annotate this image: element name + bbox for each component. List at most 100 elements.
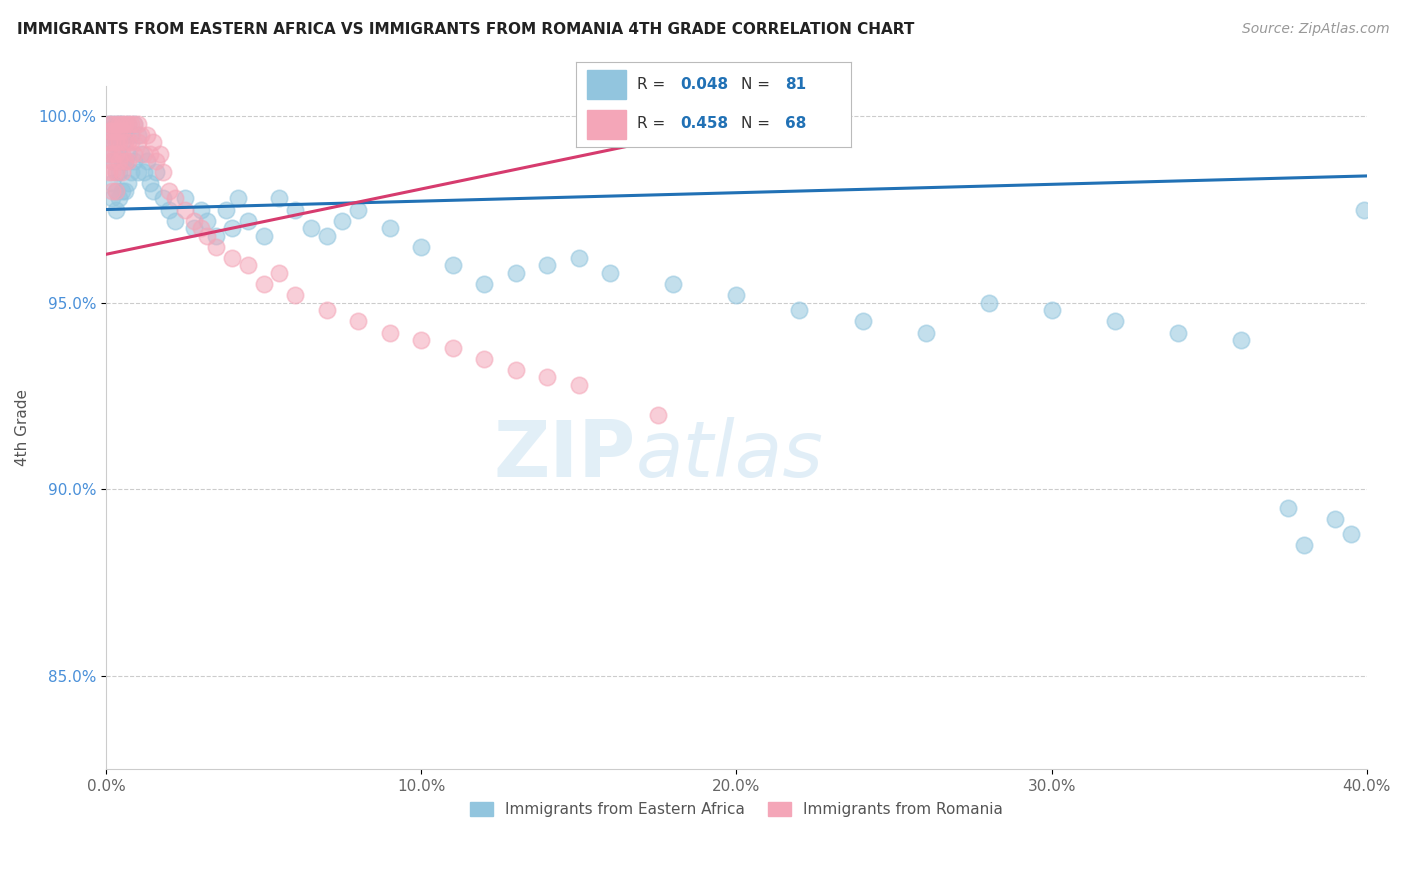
- Point: [124, 117, 146, 131]
- Point: [1324, 512, 1347, 526]
- Text: IMMIGRANTS FROM EASTERN AFRICA VS IMMIGRANTS FROM ROMANIA 4TH GRADE CORRELATION : IMMIGRANTS FROM EASTERN AFRICA VS IMMIGR…: [17, 22, 914, 37]
- Point: [129, 146, 152, 161]
- Point: [1104, 314, 1126, 328]
- Point: [536, 370, 558, 384]
- Point: [215, 202, 238, 217]
- Point: [104, 184, 127, 198]
- Point: [1340, 527, 1362, 541]
- Text: R =: R =: [637, 77, 669, 92]
- Point: [127, 136, 149, 150]
- Point: [1040, 303, 1063, 318]
- Point: [347, 314, 370, 328]
- Point: [851, 314, 873, 328]
- Point: [104, 202, 127, 217]
- Point: [111, 184, 134, 198]
- Point: [120, 117, 142, 131]
- Point: [195, 228, 218, 243]
- Point: [1292, 538, 1315, 552]
- Point: [98, 124, 121, 138]
- Text: 68: 68: [785, 116, 806, 130]
- Point: [139, 177, 162, 191]
- Point: [117, 117, 139, 131]
- Point: [505, 363, 527, 377]
- Point: [136, 128, 159, 142]
- Point: [299, 221, 322, 235]
- Point: [411, 333, 433, 347]
- Text: N =: N =: [741, 77, 775, 92]
- Point: [101, 117, 124, 131]
- Point: [107, 136, 129, 150]
- Point: [173, 202, 195, 217]
- Point: [120, 165, 142, 179]
- Point: [378, 221, 401, 235]
- Point: [221, 221, 243, 235]
- Point: [132, 146, 155, 161]
- Point: [647, 408, 669, 422]
- Point: [725, 288, 748, 302]
- Point: [101, 177, 124, 191]
- Point: [136, 153, 159, 168]
- Point: [98, 136, 121, 150]
- Text: 0.458: 0.458: [681, 116, 728, 130]
- Point: [315, 303, 337, 318]
- Point: [536, 259, 558, 273]
- Point: [104, 136, 127, 150]
- Point: [568, 251, 591, 265]
- Point: [104, 117, 127, 131]
- Point: [127, 165, 149, 179]
- Point: [117, 146, 139, 161]
- Point: [284, 288, 307, 302]
- Point: [111, 153, 134, 168]
- Point: [120, 136, 142, 150]
- Point: [1167, 326, 1189, 340]
- Point: [127, 117, 149, 131]
- Point: [145, 153, 167, 168]
- Point: [120, 128, 142, 142]
- Point: [139, 146, 162, 161]
- Text: N =: N =: [741, 116, 775, 130]
- Point: [568, 378, 591, 392]
- Point: [183, 213, 205, 227]
- Point: [205, 228, 228, 243]
- Point: [104, 117, 127, 131]
- Point: [173, 191, 195, 205]
- Point: [107, 117, 129, 131]
- Point: [253, 277, 276, 292]
- Point: [111, 117, 134, 131]
- Point: [505, 266, 527, 280]
- Point: [1353, 202, 1375, 217]
- Point: [114, 117, 136, 131]
- Point: [228, 191, 250, 205]
- Point: [101, 124, 124, 138]
- Point: [1277, 501, 1299, 516]
- Point: [107, 117, 129, 131]
- Point: [129, 128, 152, 142]
- Point: [114, 153, 136, 168]
- Point: [104, 136, 127, 150]
- Point: [124, 117, 146, 131]
- Point: [977, 295, 1000, 310]
- Text: 81: 81: [785, 77, 806, 92]
- Point: [378, 326, 401, 340]
- Point: [104, 184, 127, 198]
- Point: [98, 117, 121, 131]
- Point: [1229, 333, 1251, 347]
- Y-axis label: 4th Grade: 4th Grade: [15, 389, 30, 467]
- Point: [114, 153, 136, 168]
- Point: [149, 146, 172, 161]
- Point: [101, 191, 124, 205]
- Text: atlas: atlas: [636, 417, 824, 493]
- Point: [127, 128, 149, 142]
- Point: [104, 124, 127, 138]
- Point: [472, 351, 495, 366]
- Point: [132, 165, 155, 179]
- Point: [111, 124, 134, 138]
- Point: [114, 136, 136, 150]
- Point: [107, 191, 129, 205]
- Point: [190, 221, 212, 235]
- Text: Source: ZipAtlas.com: Source: ZipAtlas.com: [1241, 22, 1389, 37]
- Point: [472, 277, 495, 292]
- Point: [101, 184, 124, 198]
- Point: [347, 202, 370, 217]
- Point: [124, 153, 146, 168]
